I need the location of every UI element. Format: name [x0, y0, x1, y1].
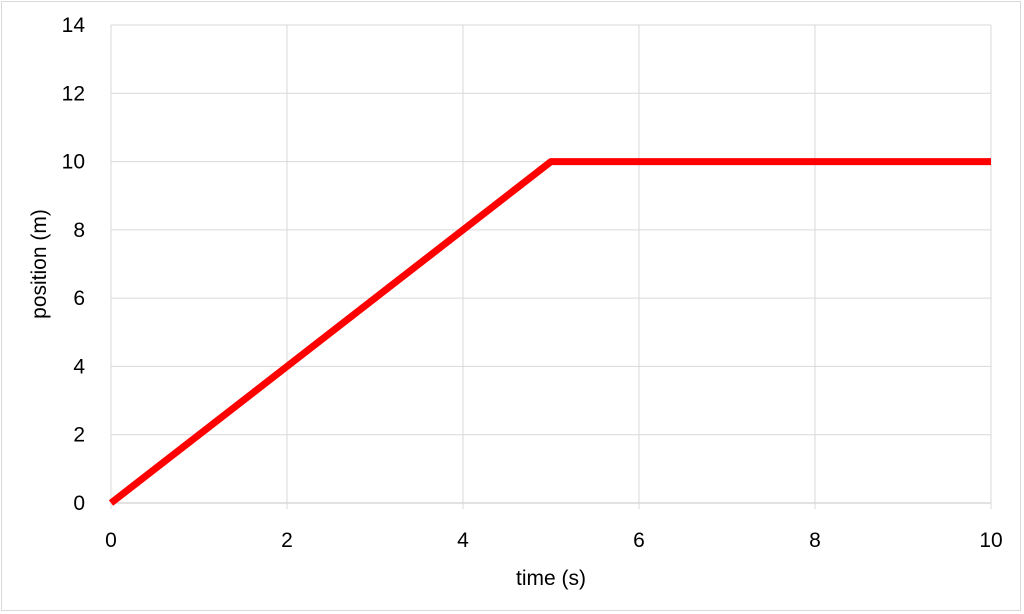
x-tick-label: 8: [809, 529, 821, 552]
position-line: [108, 158, 991, 506]
y-axis-title: position (m): [28, 209, 51, 319]
x-tick-labels: 0 2 4 6 8 10: [105, 529, 1003, 552]
x-tick-label: 4: [457, 529, 469, 552]
x-tick-label: 0: [105, 529, 117, 552]
y-tick-label: 6: [73, 287, 85, 310]
y-tick-label: 2: [73, 424, 85, 447]
gridlines: [111, 24, 992, 503]
y-tick-labels: 0 2 4 6 8 10 12 14: [62, 14, 86, 515]
x-tick-label: 6: [633, 529, 645, 552]
y-tick-label: 14: [62, 14, 86, 37]
axes: [110, 25, 992, 509]
y-tick-label: 12: [62, 82, 85, 105]
y-tick-label: 0: [73, 492, 85, 515]
series-layer: [108, 158, 991, 506]
x-tick-label: 10: [979, 529, 1002, 552]
x-axis-title: time (s): [516, 567, 586, 590]
x-tick-label: 2: [281, 529, 293, 552]
y-tick-label: 8: [73, 219, 85, 242]
y-tick-label: 4: [73, 355, 85, 378]
y-tick-label: 10: [62, 151, 85, 174]
